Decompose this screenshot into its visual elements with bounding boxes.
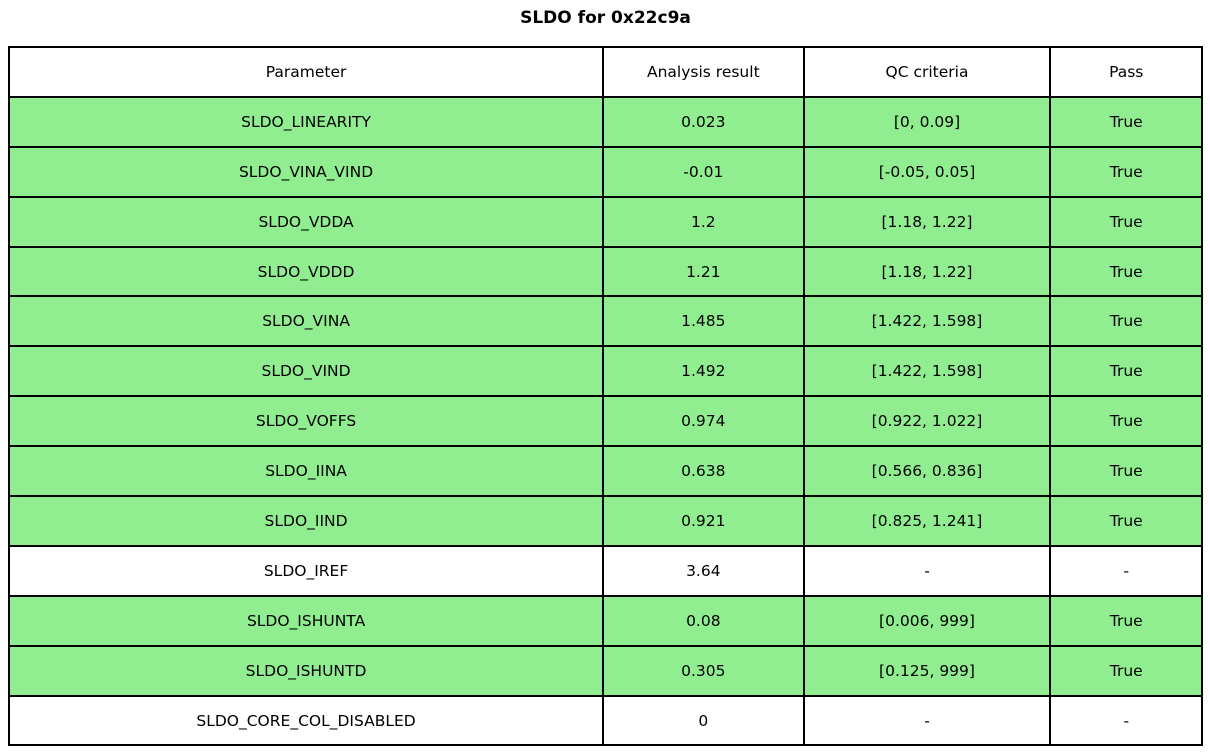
pass-cell: True bbox=[1049, 145, 1203, 198]
pass-cell: True bbox=[1049, 594, 1203, 647]
pass-cell: True bbox=[1049, 95, 1203, 148]
parameter-cell: SLDO_VIND bbox=[7, 345, 605, 398]
parameter-cell: SLDO_IREF bbox=[7, 544, 605, 597]
criteria-cell: [0.006, 999] bbox=[802, 594, 1052, 647]
result-cell: 0.08 bbox=[602, 594, 805, 647]
result-cell: 0.638 bbox=[602, 445, 805, 498]
result-cell: 0.974 bbox=[602, 395, 805, 448]
table-row: SLDO_VDDA 1.2 [1.18, 1.22] True bbox=[7, 195, 1203, 248]
parameter-cell: SLDO_VINA_VIND bbox=[7, 145, 605, 198]
parameter-cell: SLDO_VOFFS bbox=[7, 395, 605, 448]
criteria-cell: [0.125, 999] bbox=[802, 644, 1052, 697]
parameter-cell: SLDO_VINA bbox=[7, 295, 605, 348]
column-header-pass: Pass bbox=[1049, 46, 1203, 98]
criteria-cell: [-0.05, 0.05] bbox=[802, 145, 1052, 198]
criteria-cell: - bbox=[802, 544, 1052, 597]
column-header-parameter: Parameter bbox=[7, 46, 605, 98]
table-row: SLDO_LINEARITY 0.023 [0, 0.09] True bbox=[7, 95, 1203, 148]
parameter-cell: SLDO_VDDA bbox=[7, 195, 605, 248]
result-cell: 3.64 bbox=[602, 544, 805, 597]
pass-cell: True bbox=[1049, 495, 1203, 547]
criteria-cell: [1.422, 1.598] bbox=[802, 295, 1052, 348]
table-row: SLDO_IINA 0.638 [0.566, 0.836] True bbox=[7, 445, 1203, 498]
criteria-cell: - bbox=[802, 694, 1052, 747]
table-row: SLDO_VDDD 1.21 [1.18, 1.22] True bbox=[7, 245, 1203, 298]
column-header-qc-criteria: QC criteria bbox=[802, 46, 1052, 98]
criteria-cell: [0.566, 0.836] bbox=[802, 445, 1052, 498]
criteria-cell: [1.18, 1.22] bbox=[802, 245, 1052, 298]
pass-cell: True bbox=[1049, 644, 1203, 697]
criteria-cell: [0.825, 1.241] bbox=[802, 495, 1052, 547]
result-cell: 1.485 bbox=[602, 295, 805, 348]
pass-cell: True bbox=[1049, 445, 1203, 498]
column-header-analysis-result: Analysis result bbox=[602, 46, 805, 98]
result-cell: -0.01 bbox=[602, 145, 805, 198]
parameter-cell: SLDO_IINA bbox=[7, 445, 605, 498]
table-row: SLDO_VOFFS 0.974 [0.922, 1.022] True bbox=[7, 395, 1203, 448]
table-row: SLDO_ISHUNTA 0.08 [0.006, 999] True bbox=[7, 594, 1203, 647]
pass-cell: - bbox=[1049, 544, 1203, 597]
result-cell: 1.492 bbox=[602, 345, 805, 398]
pass-cell: True bbox=[1049, 395, 1203, 448]
header-row: Parameter Analysis result QC criteria Pa… bbox=[7, 46, 1203, 98]
table-row: SLDO_CORE_COL_DISABLED 0 - - bbox=[7, 694, 1203, 747]
result-cell: 1.2 bbox=[602, 195, 805, 248]
qc-results-table: Parameter Analysis result QC criteria Pa… bbox=[7, 46, 1203, 747]
figure-title: SLDO for 0x22c9a bbox=[520, 8, 691, 28]
criteria-cell: [1.18, 1.22] bbox=[802, 195, 1052, 248]
pass-cell: True bbox=[1049, 345, 1203, 398]
criteria-cell: [1.422, 1.598] bbox=[802, 345, 1052, 398]
parameter-cell: SLDO_ISHUNTA bbox=[7, 594, 605, 647]
parameter-cell: SLDO_LINEARITY bbox=[7, 95, 605, 148]
table-row: SLDO_VINA_VIND -0.01 [-0.05, 0.05] True bbox=[7, 145, 1203, 198]
pass-cell: True bbox=[1049, 295, 1203, 348]
criteria-cell: [0.922, 1.022] bbox=[802, 395, 1052, 448]
result-cell: 0.921 bbox=[602, 495, 805, 547]
result-cell: 0.305 bbox=[602, 644, 805, 697]
table-row: SLDO_VINA 1.485 [1.422, 1.598] True bbox=[7, 295, 1203, 348]
result-cell: 1.21 bbox=[602, 245, 805, 298]
table-row: SLDO_VIND 1.492 [1.422, 1.598] True bbox=[7, 345, 1203, 398]
pass-cell: True bbox=[1049, 195, 1203, 248]
result-cell: 0 bbox=[602, 694, 805, 747]
pass-cell: - bbox=[1049, 694, 1203, 747]
table-row: SLDO_IIND 0.921 [0.825, 1.241] True bbox=[7, 495, 1203, 547]
parameter-cell: SLDO_VDDD bbox=[7, 245, 605, 298]
criteria-cell: [0, 0.09] bbox=[802, 95, 1052, 148]
parameter-cell: SLDO_CORE_COL_DISABLED bbox=[7, 694, 605, 747]
table-row: SLDO_IREF 3.64 - - bbox=[7, 544, 1203, 597]
table-row: SLDO_ISHUNTD 0.305 [0.125, 999] True bbox=[7, 644, 1203, 697]
parameter-cell: SLDO_ISHUNTD bbox=[7, 644, 605, 697]
result-cell: 0.023 bbox=[602, 95, 805, 148]
pass-cell: True bbox=[1049, 245, 1203, 298]
parameter-cell: SLDO_IIND bbox=[7, 495, 605, 547]
